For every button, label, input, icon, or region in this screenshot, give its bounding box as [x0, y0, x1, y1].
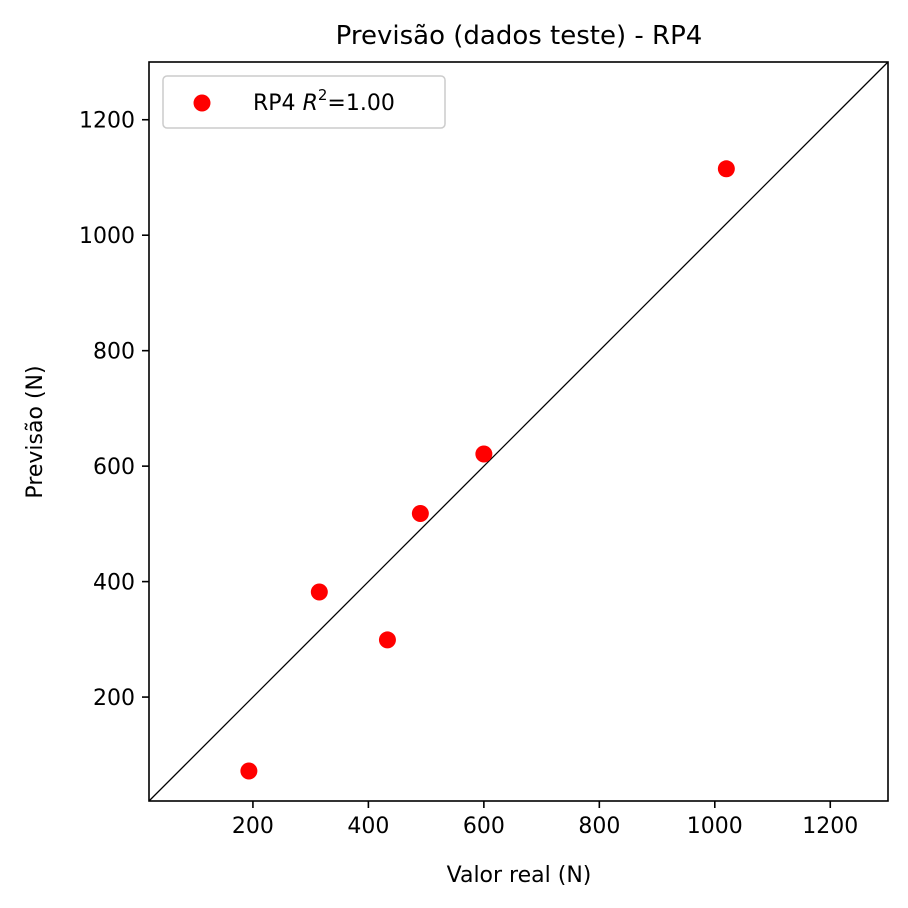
reference-diagonal-line — [148, 61, 889, 802]
legend-r-exponent: 2 — [318, 86, 328, 104]
y-tick-label: 800 — [93, 340, 135, 365]
legend-frame — [162, 75, 446, 129]
y-tick-label: 1000 — [79, 224, 135, 249]
x-tick-label: 1200 — [802, 814, 858, 839]
legend-label: RP4 R2=1.00 — [253, 86, 395, 116]
plot-frame — [148, 61, 889, 802]
y-tick-label: 400 — [93, 571, 135, 596]
y-tick-label: 1200 — [79, 109, 135, 134]
x-tick-label: 400 — [347, 814, 389, 839]
data-point-1 — [240, 762, 258, 780]
x-axis-label: Valor real (N) — [447, 863, 592, 888]
data-point-6 — [717, 160, 735, 178]
data-point-3 — [378, 631, 396, 649]
data-point-5 — [475, 445, 493, 463]
y-tick-label: 200 — [93, 686, 135, 711]
legend-series-name: RP4 — [253, 91, 296, 116]
y-tick-label: 600 — [93, 455, 135, 480]
plot-area — [148, 61, 889, 802]
x-tick-label: 200 — [232, 814, 274, 839]
y-axis-label: Previsão (N) — [23, 365, 48, 498]
data-point-4 — [411, 504, 429, 522]
x-tick-label: 600 — [463, 814, 505, 839]
legend-marker — [193, 94, 211, 112]
legend: RP4 R2=1.00 — [162, 75, 446, 129]
chart-title: Previsão (dados teste) - RP4 — [336, 21, 703, 51]
scatter-markers — [240, 160, 735, 780]
data-point-2 — [310, 583, 328, 601]
x-axis: 200 400 600 800 1000 1200 — [232, 801, 858, 839]
y-axis: 200 400 600 800 1000 1200 — [79, 109, 149, 711]
legend-r2-value: =1.00 — [327, 91, 394, 116]
x-tick-label: 1000 — [687, 814, 743, 839]
x-tick-label: 800 — [578, 814, 620, 839]
legend-r-symbol: R — [303, 91, 318, 116]
